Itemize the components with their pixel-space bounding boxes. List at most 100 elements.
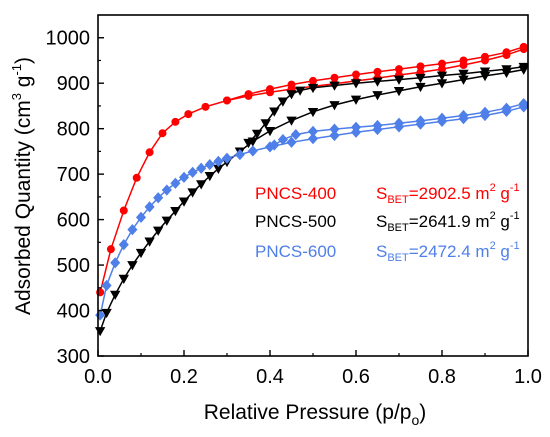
data-point-pncs-400-adsorption [132, 173, 141, 182]
data-point-pncs-500-desorption [393, 75, 405, 85]
data-point-pncs-600-desorption [269, 139, 280, 151]
y-tick-label: 600 [57, 210, 90, 232]
data-point-pncs-500-adsorption [393, 87, 405, 97]
data-point-pncs-400-adsorption [184, 110, 193, 119]
data-point-pncs-600-adsorption [161, 184, 172, 196]
x-tick-label: 0.4 [256, 366, 284, 388]
data-point-pncs-600-adsorption [101, 279, 112, 292]
data-point-pncs-500-desorption [243, 138, 254, 149]
data-point-pncs-600-adsorption [196, 162, 207, 174]
data-point-pncs-500-desorption [277, 97, 289, 107]
data-point-pncs-400-desorption [394, 65, 403, 74]
data-point-pncs-600-adsorption [187, 166, 198, 178]
legend: PNCS-400 SBET=2902.5 m2 g-1 PNCS-500 SBE… [255, 182, 520, 264]
data-point-pncs-500-adsorption [118, 274, 129, 285]
data-point-pncs-500-desorption [329, 81, 340, 91]
data-point-pncs-400-adsorption [201, 102, 210, 111]
data-point-pncs-500-desorption [436, 71, 448, 81]
data-point-pncs-400-desorption [330, 73, 339, 82]
data-point-pncs-500-adsorption [329, 101, 340, 111]
data-point-pncs-500-adsorption [127, 261, 138, 271]
data-point-pncs-600-desorption [436, 112, 448, 124]
data-point-pncs-600-desorption [307, 125, 319, 137]
data-point-pncs-500-desorption [286, 90, 297, 100]
data-point-pncs-600-adsorption [204, 158, 215, 171]
legend-label-pncs-600: PNCS-600 [255, 242, 336, 261]
data-point-pncs-600-desorption [479, 106, 491, 118]
data-point-pncs-400-desorption [244, 90, 253, 99]
data-point-pncs-500-adsorption [135, 248, 147, 259]
x-tick-label: 0.2 [170, 366, 198, 388]
legend-label-pncs-500: PNCS-500 [255, 212, 336, 231]
data-point-pncs-600-adsorption [286, 136, 297, 148]
x-tick-label: 1.0 [514, 366, 542, 388]
sbet-label-pncs-600: SBET=2472.4 m2 g-1 [376, 240, 520, 264]
x-tick-label: 0.8 [428, 366, 456, 388]
data-point-pncs-500-adsorption [161, 216, 172, 226]
data-point-pncs-600-adsorption [144, 201, 155, 213]
data-point-pncs-500-desorption [260, 119, 271, 129]
y-tick-label: 800 [57, 119, 90, 141]
data-point-pncs-600-desorption [393, 117, 405, 129]
data-point-pncs-600-desorption [290, 128, 301, 141]
sbet-label-pncs-500: SBET=2641.9 m2 g-1 [376, 210, 520, 234]
data-point-pncs-400-desorption [287, 80, 296, 89]
data-point-pncs-600-adsorption [213, 155, 224, 168]
data-point-pncs-500-desorption [307, 83, 319, 94]
data-point-pncs-400-adsorption [119, 206, 128, 215]
data-point-pncs-400-desorption [373, 67, 382, 76]
data-point-pncs-500-adsorption [415, 82, 426, 93]
y-tick-label: 1000 [46, 28, 91, 50]
data-point-pncs-500-desorption [294, 86, 306, 96]
data-point-pncs-500-adsorption [372, 91, 383, 101]
data-point-pncs-400-adsorption [145, 148, 154, 157]
data-point-pncs-600-adsorption [329, 129, 340, 142]
data-point-pncs-500-desorption [269, 107, 280, 117]
data-point-pncs-600-desorption [277, 133, 288, 146]
data-point-pncs-500-adsorption [187, 188, 198, 198]
data-point-pncs-500-adsorption [170, 207, 181, 217]
data-point-pncs-600-desorption [329, 123, 340, 135]
data-point-pncs-500-adsorption [94, 327, 106, 337]
data-point-pncs-600-adsorption [247, 145, 258, 157]
data-point-pncs-500-desorption [415, 73, 426, 84]
data-point-pncs-600-desorption [415, 115, 426, 127]
y-tick-label: 700 [57, 164, 90, 186]
data-point-pncs-500-desorption [350, 79, 362, 89]
data-point-pncs-500-desorption [479, 67, 491, 77]
data-point-pncs-400-desorption [265, 85, 274, 94]
x-tick-label: 0.6 [342, 366, 370, 388]
data-point-pncs-400-adsorption [158, 129, 167, 138]
data-point-pncs-500-adsorption [350, 95, 362, 105]
data-point-pncs-500-adsorption [178, 197, 190, 207]
data-point-pncs-400-desorption [222, 96, 231, 105]
data-point-pncs-600-adsorption [178, 171, 190, 183]
data-point-pncs-500-adsorption [264, 127, 276, 137]
data-point-pncs-500-adsorption [153, 226, 164, 236]
data-point-pncs-500-adsorption [101, 308, 112, 319]
x-axis-title: Relative Pressure (p/po) [204, 401, 427, 428]
axis-layer: 0.0 0.2 0.4 0.6 0.8 1.0 300 400 500 600 700 800 900 1… [46, 28, 542, 388]
data-point-pncs-400-desorption [308, 76, 317, 85]
y-tick-label: 500 [57, 255, 90, 277]
data-point-pncs-600-adsorption [221, 152, 233, 164]
data-point-pncs-500-adsorption [110, 290, 121, 300]
data-point-pncs-500-desorption [501, 65, 512, 75]
data-point-pncs-600-adsorption [135, 211, 147, 223]
data-point-pncs-600-adsorption [234, 148, 245, 161]
data-point-pncs-400-desorption [519, 42, 528, 51]
data-point-pncs-400-adsorption [106, 245, 115, 254]
data-point-pncs-500-adsorption [204, 172, 215, 182]
data-point-pncs-600-adsorption [170, 177, 181, 189]
sbet-label-pncs-400: SBET=2902.5 m2 g-1 [376, 182, 520, 206]
data-point-pncs-500-adsorption [286, 116, 297, 126]
data-point-pncs-600-desorption [458, 109, 469, 122]
data-point-pncs-400-adsorption [171, 117, 180, 126]
data-point-pncs-600-adsorption [153, 192, 164, 204]
data-point-pncs-400-desorption [416, 62, 425, 71]
data-point-pncs-600-adsorption [127, 224, 138, 236]
y-tick-label: 300 [57, 346, 90, 368]
y-tick-label: 900 [57, 73, 90, 95]
y-tick-label: 400 [57, 301, 90, 323]
